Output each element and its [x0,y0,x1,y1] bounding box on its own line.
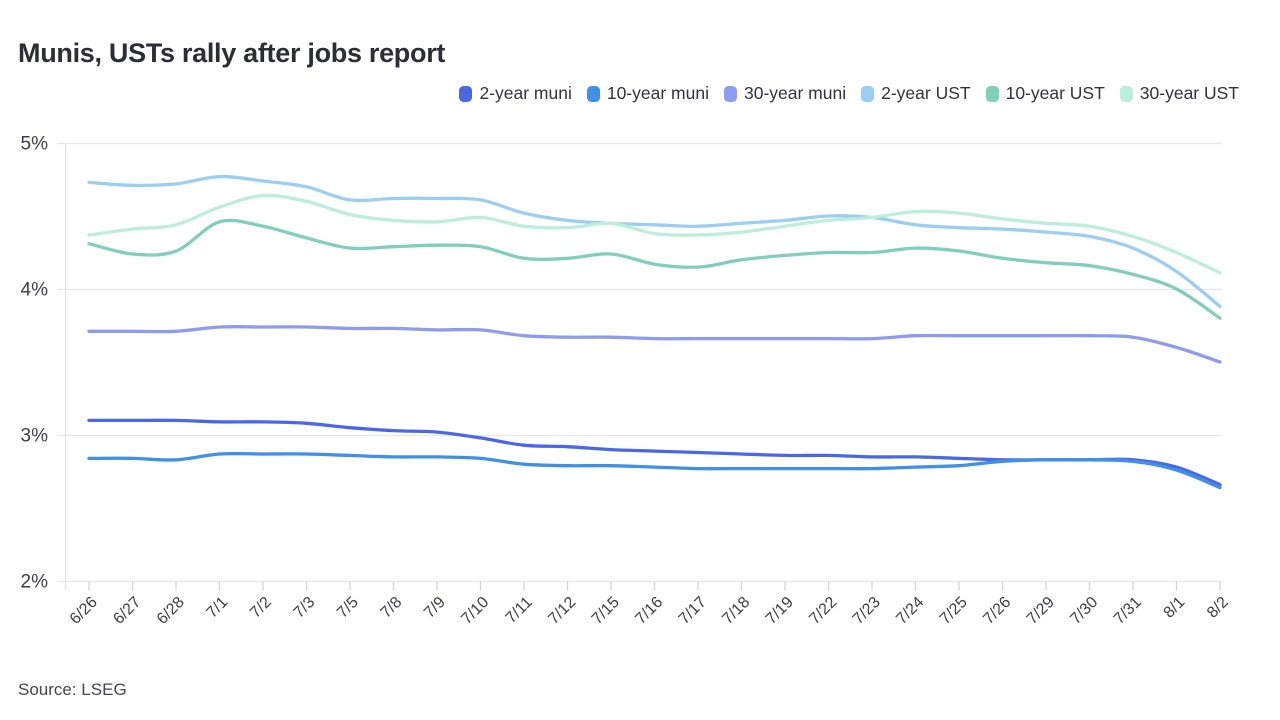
x-tick-label: 7/30 [1067,594,1101,628]
legend-label: 2-year muni [479,83,572,103]
legend-item-2-year-ust: 2-year UST [861,83,971,104]
x-tick-label: 7/5 [334,594,362,622]
x-tick-label: 7/31 [1111,594,1145,628]
y-tick-label: 3% [21,426,49,447]
x-tick-label: 7/24 [893,594,927,628]
x-tick-label: 7/29 [1024,594,1058,628]
legend-swatch-2-year-muni [459,85,473,102]
legend-label: 10-year UST [1005,83,1105,103]
x-tick-label: 8/2 [1204,594,1232,622]
x-tick-label: 7/8 [378,594,406,622]
x-tick-label: 7/23 [850,594,884,628]
series-line-2-year-ust [87,174,1222,309]
legend-label: 30-year UST [1139,83,1239,103]
legend-swatch-30-year-muni [723,85,737,102]
legend-item-30-year-muni: 30-year muni [723,83,847,104]
x-tick-label: 7/15 [589,594,623,628]
x-tick-label: 6/28 [154,594,188,628]
legend-swatch-10-year-ust [985,85,999,102]
series-line-30-year-muni [87,324,1222,364]
x-tick-label: 7/3 [291,594,319,622]
x-tick-label: 7/2 [247,594,275,622]
x-tick-label: 7/16 [632,594,666,628]
legend-label: 30-year muni [743,83,847,103]
legend-item-30-year-ust: 30-year UST [1119,83,1239,104]
x-tick-label: 7/11 [503,594,536,627]
legend-swatch-30-year-ust [1119,85,1133,102]
series-line-10-year-muni [87,451,1222,490]
legend-swatch-10-year-muni [586,85,600,102]
legend-item-10-year-ust: 10-year UST [985,83,1105,104]
x-tick-label: 7/17 [676,594,710,628]
chart-legend: 2-year muni 10-year muni 30-year muni 2-yea… [0,83,1239,104]
x-tick-label: 7/25 [937,594,971,628]
series-line-10-year-ust [87,218,1222,320]
legend-label: 10-year muni [606,83,709,103]
series-line-30-year-ust [87,193,1222,275]
source-label: Source: LSEG [18,680,127,699]
x-tick-label: 6/26 [67,594,101,628]
chart-title: Munis, USTs rally after jobs report [18,38,446,69]
x-tick-label: 7/12 [545,594,579,628]
x-tick-label: 7/9 [421,594,449,622]
legend-item-2-year-muni: 2-year muni [459,83,572,104]
x-tick-label: 8/1 [1161,594,1189,622]
y-tick-label: 5% [21,134,49,155]
y-tick-label: 4% [21,280,49,301]
y-tick-label: 2% [21,572,49,593]
legend-item-10-year-muni: 10-year muni [586,83,709,104]
x-tick-label: 7/1 [204,594,232,622]
x-tick-label: 7/22 [806,594,840,628]
legend-swatch-2-year-ust [861,85,875,102]
x-tick-label: 7/18 [719,594,753,628]
x-tick-label: 6/27 [110,594,144,628]
x-tick-label: 7/19 [763,594,797,628]
x-tick-label: 7/26 [980,594,1014,628]
legend-label: 2-year UST [881,83,971,103]
x-tick-label: 7/10 [458,594,492,628]
